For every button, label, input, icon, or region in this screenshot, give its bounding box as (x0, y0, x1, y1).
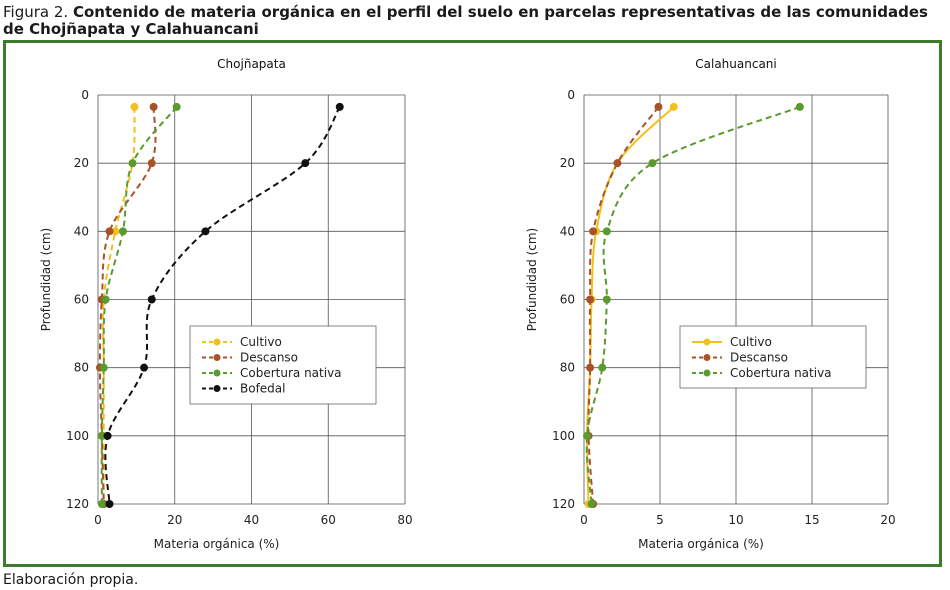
data-point (105, 500, 114, 508)
data-point (101, 295, 110, 304)
series-line (585, 105, 801, 505)
x-tick-label: 60 (321, 513, 336, 527)
legend-label: Cobertura nativa (730, 366, 832, 380)
data-point (172, 102, 181, 111)
x-tick-label: 0 (94, 513, 102, 527)
y-tick-label: 0 (567, 88, 575, 102)
figure-title: Contenido de materia orgánica en el perf… (3, 3, 928, 38)
legend-marker (213, 369, 221, 377)
legend-marker (213, 338, 221, 346)
data-point (130, 102, 139, 111)
x-tick-label: 20 (167, 513, 182, 527)
y-tick-label: 80 (560, 361, 575, 375)
legend-marker (703, 338, 711, 346)
x-tick-label: 20 (880, 513, 895, 527)
data-point (105, 227, 114, 236)
legend-label: Cultivo (240, 335, 282, 349)
chart-title: Calahuancani (695, 57, 776, 71)
y-tick-label: 20 (560, 156, 575, 170)
y-tick-label: 80 (74, 361, 89, 375)
series-line (100, 106, 178, 505)
data-point (301, 159, 310, 168)
x-tick-label: 10 (728, 513, 743, 527)
legend-box (679, 325, 867, 389)
series-line (101, 106, 136, 504)
x-tick-label: 0 (580, 513, 588, 527)
data-point (587, 500, 596, 508)
data-point (669, 102, 678, 111)
figure-caption: Figura 2. Contenido de materia orgánica … (3, 4, 943, 38)
y-tick-label: 120 (66, 497, 89, 511)
source-note: Elaboración propia. (3, 572, 139, 588)
data-point (97, 500, 106, 508)
data-point (335, 102, 344, 111)
y-tick-label: 0 (81, 88, 89, 102)
y-tick-label: 20 (74, 156, 89, 170)
chart-title: Chojñapata (217, 57, 286, 71)
y-tick-label: 40 (74, 224, 89, 238)
data-point (147, 295, 156, 304)
data-point (586, 363, 595, 372)
legend-marker (703, 354, 711, 361)
legend-marker (213, 354, 221, 361)
data-point (795, 102, 804, 111)
figure-frame: Chojñapata 0 20 40 60 80 0 20 40 60 80 100 120 Materi… (3, 40, 942, 567)
data-point (654, 102, 663, 111)
y-tick-label: 60 (560, 293, 575, 307)
x-tick-label: 5 (656, 513, 664, 527)
data-point (586, 295, 595, 304)
data-point (602, 295, 611, 304)
x-axis-label: Materia orgánica (%) (638, 537, 764, 551)
data-point (583, 431, 592, 440)
y-tick-label: 60 (74, 293, 89, 307)
data-point (648, 159, 657, 168)
data-point (613, 159, 622, 168)
legend-marker (703, 369, 711, 377)
data-point (103, 431, 112, 440)
data-point (589, 227, 598, 236)
data-point (118, 227, 127, 236)
data-point (598, 363, 607, 372)
legend-box (189, 325, 377, 405)
legend-label: Descanso (240, 351, 298, 365)
legend-label: Bofedal (240, 382, 286, 396)
x-tick-label: 15 (804, 513, 819, 527)
x-axis-label: Materia orgánica (%) (154, 537, 280, 551)
series-line (98, 106, 157, 505)
y-tick-label: 40 (560, 224, 575, 238)
y-axis-label: Profundidad (cm) (39, 228, 53, 331)
y-tick-label: 100 (552, 429, 575, 443)
data-point (128, 159, 137, 168)
y-tick-label: 120 (552, 497, 575, 511)
legend-label: Descanso (730, 351, 788, 365)
y-tick-label: 100 (66, 429, 89, 443)
chart-panel-2: Calahuancani 0 5 10 15 20 0 20 40 60 80 100 120 Mater… (525, 57, 896, 551)
series-line (586, 106, 675, 505)
data-point (140, 363, 149, 372)
data-point (149, 102, 158, 111)
data-point (201, 227, 210, 236)
legend-label: Cobertura nativa (240, 366, 342, 380)
x-tick-label: 40 (244, 513, 259, 527)
data-point (111, 227, 120, 236)
legend-label: Cultivo (730, 335, 772, 349)
data-point (99, 363, 108, 372)
data-point (147, 159, 156, 168)
x-tick-label: 80 (397, 513, 412, 527)
chart-panel-1: Chojñapata 0 20 40 60 80 0 20 40 60 80 100 120 Materi… (39, 57, 413, 551)
y-axis-label: Profundidad (cm) (525, 228, 539, 331)
figure-label: Figura 2. (3, 3, 69, 21)
data-point (97, 431, 106, 440)
data-point (602, 227, 611, 236)
legend-marker (213, 385, 221, 392)
